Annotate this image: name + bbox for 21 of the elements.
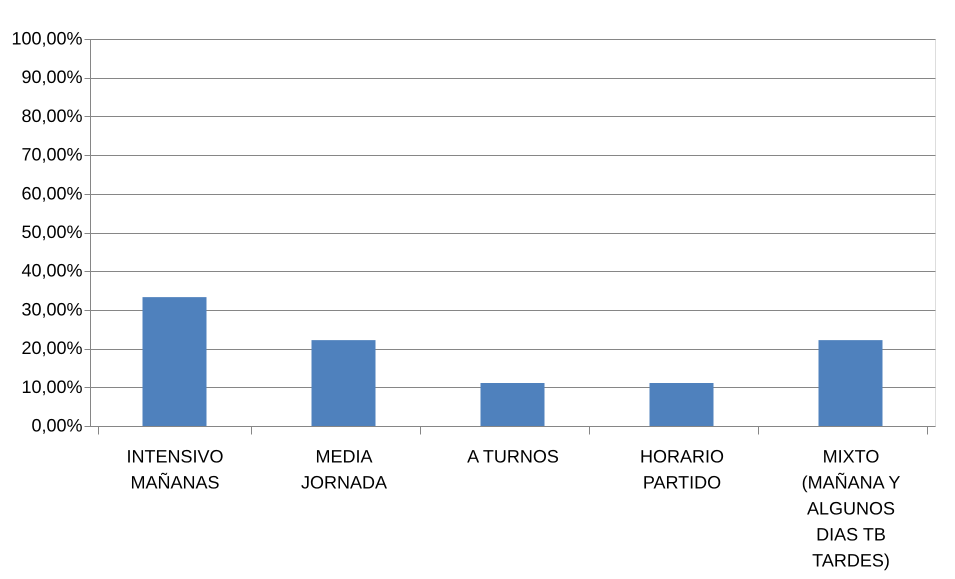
y-tick-label: 40,00% (21, 260, 82, 281)
x-tick-label: INTENSIVO MAÑANAS (126, 446, 224, 492)
y-tick-label: 30,00% (21, 299, 82, 320)
x-tick-label: MIXTO (MAÑANA Y ALGUNOS DIAS TB TARDES) (802, 446, 900, 570)
x-tick-label: HORARIO PARTIDO (640, 446, 724, 492)
y-tick-label: 10,00% (21, 376, 82, 397)
x-tick-label: MEDIA JORNADA (300, 446, 388, 492)
bar (480, 383, 544, 426)
y-tick-label: 100,00% (11, 28, 82, 48)
bar (818, 340, 882, 426)
y-tick-label: 60,00% (21, 183, 82, 204)
bar (312, 340, 376, 426)
y-tick-label: 0,00% (31, 416, 82, 436)
y-tick-label: 70,00% (21, 144, 82, 165)
y-tick-label: 80,00% (21, 106, 82, 126)
y-tick-label: 20,00% (21, 338, 82, 358)
bar (650, 383, 714, 426)
y-tick-label: 90,00% (21, 67, 82, 88)
x-tick-label: A TURNOS (467, 446, 559, 466)
y-tick-label: 50,00% (21, 222, 82, 242)
bar (142, 297, 206, 426)
